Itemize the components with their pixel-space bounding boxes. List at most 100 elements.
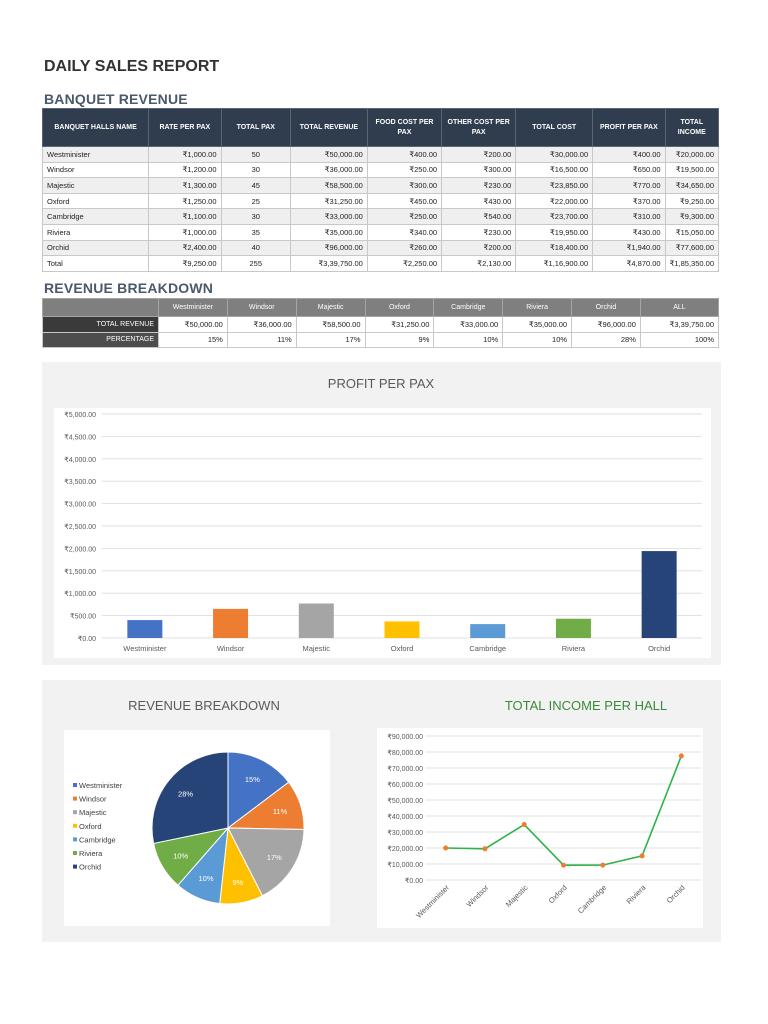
data-point — [443, 845, 449, 851]
table-cell: 11% — [226, 331, 297, 348]
table-cell: 15% — [158, 331, 228, 348]
table-cell: ₹96,000.00 — [571, 316, 641, 333]
table-cell: ₹340.00 — [366, 223, 443, 241]
table-cell: ₹200.00 — [441, 239, 517, 257]
table-row: Majestic ₹1,300.00 45 ₹58,500.00 ₹300.00 ₹230… — [41, 177, 720, 194]
y-tick-label: ₹80,000.00 — [387, 749, 423, 757]
legend-label: Oxford — [79, 822, 102, 831]
table-cell: ₹770.00 — [592, 177, 666, 194]
table-cell: ₹18,400.00 — [515, 239, 594, 257]
y-tick-label: ₹70,000.00 — [387, 765, 423, 773]
table-cell: 35 — [220, 223, 291, 241]
table-cell: Westminister — [41, 146, 150, 163]
data-point — [561, 862, 566, 868]
table-cell: ₹9,300.00 — [664, 208, 720, 225]
bar — [298, 603, 334, 638]
table-cell: ₹58,500.00 — [289, 177, 368, 194]
table-row: Westminister ₹1,000.00 50 ₹50,000.00 ₹400.00… — [41, 146, 720, 163]
table-row: PERCENTAGE 15% 11% 17% 9% 10% 10% 28% 100% — [42, 331, 720, 348]
table-header-row: BANQUET HALLS NAME RATE PER PAX TOTAL PA… — [41, 108, 720, 147]
table-cell: ₹260.00 — [366, 239, 443, 257]
x-tick-label: Riviera — [562, 644, 586, 653]
table-cell: ₹77,600.00 — [664, 239, 720, 257]
table-cell: ₹250.00 — [366, 161, 443, 179]
table-cell: ₹1,000.00 — [148, 146, 222, 163]
legend-swatch — [73, 837, 77, 842]
table-cell: 25 — [220, 192, 291, 210]
table-cell: ₹22,000.00 — [515, 192, 594, 210]
table-cell: Cambridge — [41, 208, 150, 225]
table-cell: ₹430.00 — [441, 192, 517, 210]
slice-label: 10% — [173, 852, 188, 861]
table-cell: 28% — [571, 331, 641, 348]
x-tick-label: Cambridge — [469, 644, 506, 653]
table-cell: ₹230.00 — [441, 223, 517, 241]
table-header: RATE PER PAX — [148, 108, 222, 147]
table-cell: 40 — [220, 239, 291, 257]
x-tick-label: Majestic — [303, 644, 331, 653]
table-cell: ₹2,400.00 — [148, 239, 222, 257]
table-cell: 255 — [220, 255, 291, 272]
chart-title: PROFIT PER PAX — [328, 376, 435, 391]
table-cell: ₹300.00 — [441, 161, 517, 179]
legend-swatch — [73, 796, 77, 801]
table-cell: ₹36,000.00 — [226, 316, 297, 333]
table-header: Westminister — [158, 298, 228, 317]
slice-label: 11% — [273, 807, 288, 816]
data-point — [521, 822, 527, 828]
table-cell: ₹400.00 — [592, 146, 666, 163]
data-point — [482, 846, 488, 852]
table-header: BANQUET HALLS NAME — [41, 108, 150, 147]
table-header-row: Westminister Windsor Majestic Oxford Cambrid… — [42, 298, 720, 317]
table-cell: ₹20,000.00 — [664, 146, 720, 163]
data-point — [639, 853, 645, 859]
y-tick-label: ₹1,500.00 — [64, 568, 96, 576]
x-tick-label: Westminister — [123, 644, 167, 653]
table-cell: ₹19,950.00 — [515, 223, 594, 241]
slice-label: 17% — [267, 853, 282, 862]
legend-swatch — [73, 783, 77, 787]
table-cell: 17% — [295, 331, 366, 348]
y-tick-label: ₹2,000.00 — [64, 545, 96, 553]
legend-label: Orchid — [79, 863, 101, 872]
table-row: Total ₹9,250.00 255 ₹3,39,750.00 ₹2,250.00 ₹2… — [41, 255, 720, 272]
y-tick-label: ₹3,000.00 — [64, 501, 96, 509]
revenue-breakdown-table: Westminister Windsor Majestic Oxford Cambrid… — [42, 298, 720, 348]
chart-title: REVENUE BREAKDOWN — [128, 698, 280, 713]
table-cell: ₹300.00 — [366, 177, 443, 194]
y-tick-label: ₹20,000.00 — [387, 845, 423, 853]
table-cell: ₹450.00 — [366, 192, 443, 210]
legend-label: Cambridge — [79, 835, 116, 844]
table-header: ALL — [639, 298, 720, 317]
y-tick-label: ₹5,000.00 — [64, 411, 96, 419]
bar — [641, 551, 677, 638]
table-cell: ₹230.00 — [441, 177, 517, 194]
table-cell: 100% — [639, 331, 720, 348]
legend-swatch — [73, 823, 77, 828]
table-header: TOTAL REVENUE — [289, 108, 368, 147]
revenue-breakdown-chart: REVENUE BREAKDOWN 15% 11% 17% 9% 10% 10% 28% Wes… — [64, 698, 330, 926]
table-header: FOOD COST PER PAX — [366, 108, 443, 147]
bar — [555, 618, 591, 638]
table-header: TOTAL INCOME — [664, 108, 720, 147]
y-tick-label: ₹0.00 — [78, 635, 96, 643]
banquet-revenue-heading: BANQUET REVENUE — [44, 91, 188, 107]
table-header: TOTAL PAX — [220, 108, 291, 147]
table-cell: ₹2,130.00 — [441, 255, 517, 272]
y-tick-label: ₹500.00 — [70, 613, 96, 621]
table-cell: ₹9,250.00 — [664, 192, 720, 210]
x-tick-label: Oxford — [391, 644, 414, 653]
table-cell: ₹3,39,750.00 — [289, 255, 368, 272]
table-header: Majestic — [295, 298, 366, 317]
table-cell: ₹2,250.00 — [366, 255, 443, 272]
table-cell: ₹400.00 — [366, 146, 443, 163]
y-tick-label: ₹0.00 — [405, 877, 423, 885]
table-header: Riviera — [502, 298, 573, 317]
y-tick-label: ₹50,000.00 — [387, 797, 423, 805]
table-cell: ₹1,85,350.00 — [664, 255, 720, 272]
legend-swatch — [73, 864, 77, 869]
profit-per-pax-panel: PROFIT PER PAX ₹0.00 ₹500.00 ₹1,000.00 ₹1,50… — [42, 362, 721, 665]
table-row: Oxford ₹1,250.00 25 ₹31,250.00 ₹450.00 ₹430.0… — [41, 192, 720, 210]
table-cell: ₹19,500.00 — [664, 161, 720, 179]
x-tick-label: Windsor — [217, 644, 245, 653]
